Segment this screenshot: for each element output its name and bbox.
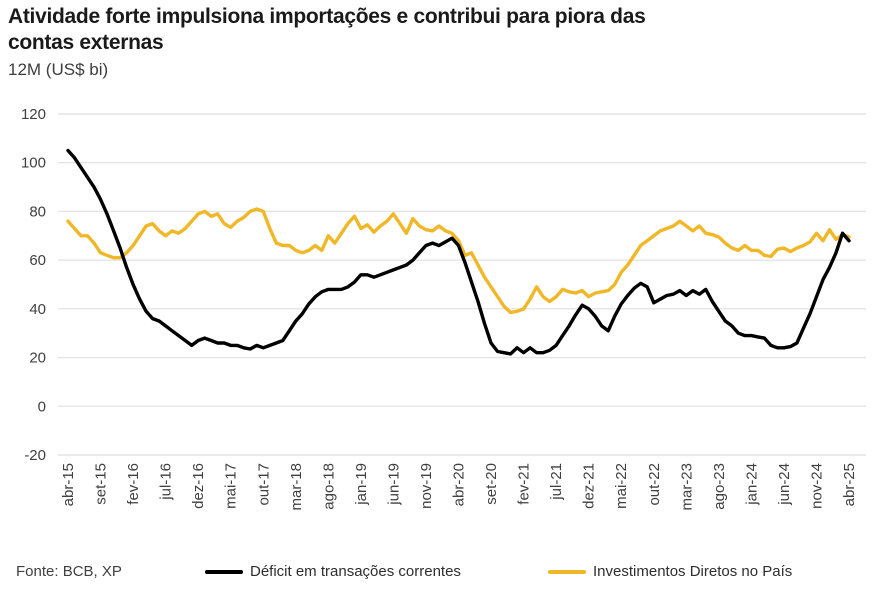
legend-item-deficit: Déficit em transações correntes bbox=[205, 563, 461, 580]
x-tick-label: jun-19 bbox=[385, 463, 402, 506]
x-tick-label: jun-24 bbox=[776, 463, 793, 506]
x-tick-label: jan-19 bbox=[353, 463, 370, 506]
x-tick-label: fev-21 bbox=[516, 463, 533, 505]
y-tick-label: -20 bbox=[24, 447, 46, 464]
y-tick-label: 100 bbox=[21, 155, 46, 172]
x-tick-label: fev-16 bbox=[125, 463, 142, 505]
x-tick-label: ago-18 bbox=[320, 463, 337, 510]
series-line-deficit bbox=[66, 148, 851, 356]
y-tick-label: 120 bbox=[21, 106, 46, 123]
x-tick-label: dez-21 bbox=[581, 463, 598, 509]
source-note: Fonte: BCB, XP bbox=[16, 563, 122, 580]
x-tick-label: mai-22 bbox=[613, 463, 630, 509]
x-tick-label: set-15 bbox=[93, 463, 110, 505]
x-tick-label: dez-16 bbox=[190, 463, 207, 509]
x-tick-label: set-20 bbox=[483, 463, 500, 505]
x-tick-label: out-17 bbox=[255, 463, 272, 506]
legend-line-idp-swatch bbox=[548, 569, 586, 574]
x-tick-label: nov-24 bbox=[808, 463, 825, 509]
x-tick-label: abr-25 bbox=[841, 463, 858, 506]
x-tick-label: abr-15 bbox=[60, 463, 77, 506]
x-tick-label: mar-23 bbox=[678, 463, 695, 511]
legend-label-idp: Investimentos Diretos no País bbox=[593, 563, 793, 580]
y-tick-label: 80 bbox=[29, 203, 46, 220]
x-tick-label: abr-20 bbox=[451, 463, 468, 506]
y-tick-label: 60 bbox=[29, 252, 46, 269]
y-tick-label: 20 bbox=[29, 350, 46, 367]
series-line-idp bbox=[66, 207, 851, 315]
x-tick-label: jan-24 bbox=[743, 463, 760, 506]
y-tick-label: 0 bbox=[38, 398, 46, 415]
x-tick-label: jul-16 bbox=[158, 463, 175, 501]
x-tick-label: nov-19 bbox=[418, 463, 435, 509]
x-tick-label: out-22 bbox=[646, 463, 663, 506]
legend-item-idp: Investimentos Diretos no País bbox=[548, 563, 792, 580]
legend-line-deficit-swatch bbox=[205, 569, 243, 574]
legend-label-deficit: Déficit em transações correntes bbox=[250, 563, 461, 580]
x-tick-label: ago-23 bbox=[711, 463, 728, 510]
x-tick-label: mai-17 bbox=[223, 463, 240, 509]
x-tick-label: jul-21 bbox=[548, 463, 565, 501]
x-tick-label: mar-18 bbox=[288, 463, 305, 511]
page-title: Atividade forte impulsiona importações e… bbox=[8, 5, 646, 54]
y-tick-label: 40 bbox=[29, 301, 46, 318]
axis-unit-label: 12M (US$ bi) bbox=[8, 60, 109, 79]
